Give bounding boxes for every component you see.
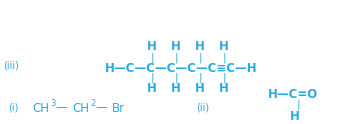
Text: CH: CH — [72, 102, 89, 114]
Text: H: H — [219, 41, 229, 53]
Text: (iii): (iii) — [3, 61, 19, 71]
Text: H: H — [195, 81, 205, 94]
Text: Br: Br — [112, 102, 125, 114]
Text: |: | — [222, 53, 226, 63]
Text: H: H — [195, 41, 205, 53]
Text: H: H — [219, 81, 229, 94]
Text: |: | — [150, 53, 154, 63]
Text: H: H — [147, 41, 157, 53]
Text: |: | — [222, 73, 226, 83]
Text: |: | — [174, 73, 178, 83]
Text: |: | — [198, 53, 202, 63]
Text: H: H — [171, 81, 181, 94]
Text: H: H — [290, 109, 300, 123]
Text: H—C—C—C—C—C≡C—H: H—C—C—C—C—C≡C—H — [105, 62, 258, 75]
Text: |: | — [296, 100, 300, 110]
Text: |: | — [150, 73, 154, 83]
Text: —: — — [95, 102, 107, 114]
Text: H: H — [171, 41, 181, 53]
Text: 3: 3 — [50, 98, 55, 108]
Text: (i): (i) — [8, 103, 18, 113]
Text: (ii): (ii) — [196, 103, 209, 113]
Text: H: H — [147, 81, 157, 94]
Text: CH: CH — [32, 102, 49, 114]
Text: H—C=O: H—C=O — [268, 88, 318, 100]
Text: 2: 2 — [90, 98, 95, 108]
Text: —: — — [55, 102, 67, 114]
Text: |: | — [174, 53, 178, 63]
Text: |: | — [198, 73, 202, 83]
